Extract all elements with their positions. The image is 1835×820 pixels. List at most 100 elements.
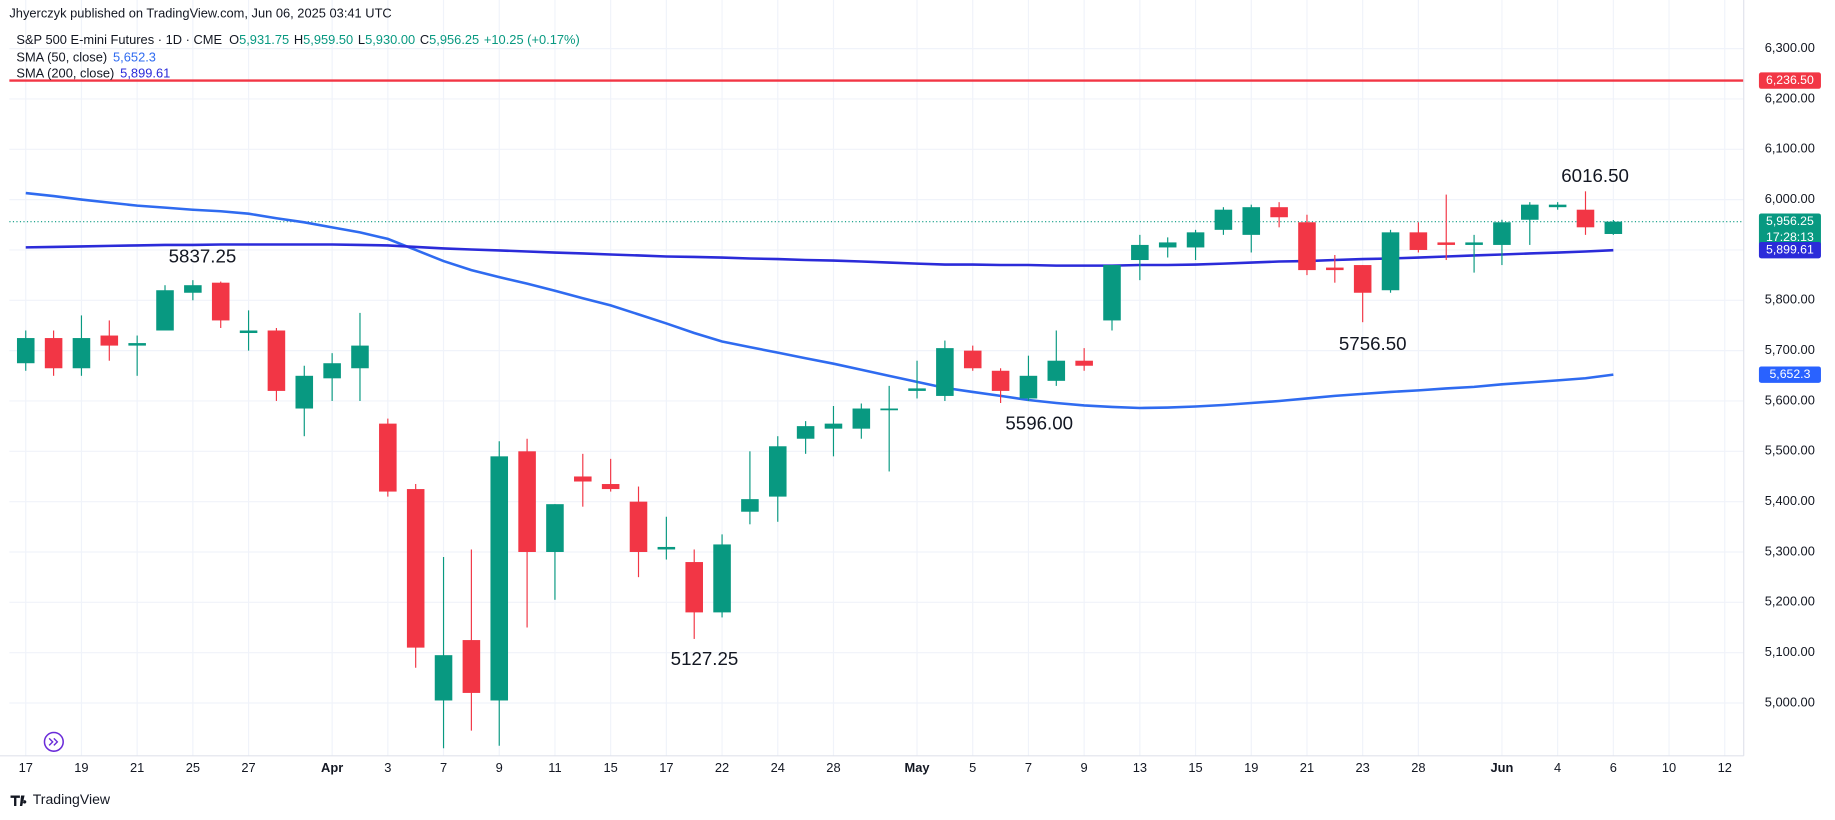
- ohlc-value: 5,959.50: [303, 32, 353, 47]
- candle-body: [1075, 360, 1093, 366]
- ohlc-value: 5,931.75: [239, 32, 289, 47]
- icon-arrows[interactable]: [48, 737, 59, 746]
- brand: TradingView: [10, 791, 111, 807]
- candle-body: [1604, 221, 1623, 234]
- x-tick-label: 28: [826, 760, 840, 775]
- x-tick-label: 25: [186, 760, 200, 775]
- candle-body: [434, 655, 453, 701]
- ohlc-value: 5,930.00: [365, 32, 415, 47]
- candle-body: [1437, 242, 1456, 245]
- y-tick-label: 5,000.00: [1765, 694, 1815, 709]
- price-annotation: 5127.25: [671, 648, 739, 669]
- x-tick-label: 23: [1356, 760, 1370, 775]
- x-tick-label: 21: [1300, 760, 1314, 775]
- candle-body: [1493, 222, 1511, 245]
- indicator-value: 5,652.3: [113, 50, 156, 65]
- y-tick-label: 5,200.00: [1765, 594, 1815, 609]
- candle-body: [44, 338, 63, 369]
- y-tick-label: 6,200.00: [1765, 90, 1815, 105]
- x-tick-label: 17: [659, 760, 673, 775]
- candle-body: [239, 330, 258, 334]
- y-tick-label: 6,000.00: [1765, 191, 1815, 206]
- brand-logo: [10, 795, 27, 807]
- change: +10.25 (+0.17%): [484, 32, 580, 47]
- brand-name: TradingView: [33, 791, 111, 807]
- icon-circle[interactable]: [43, 731, 64, 752]
- candle-body: [1326, 267, 1344, 271]
- replay-icon[interactable]: [43, 731, 64, 752]
- y-tick-label: 5,400.00: [1765, 493, 1815, 508]
- candle-body: [1019, 375, 1038, 399]
- indicator-legend: SMA (50, close) 5,652.3: [16, 50, 156, 65]
- candle-body: [546, 504, 564, 552]
- candle-body: [100, 335, 119, 346]
- x-tick-label: 24: [771, 760, 785, 775]
- candle-body: [991, 370, 1010, 391]
- x-tick-label: 27: [241, 760, 255, 775]
- grid: [9, 0, 1744, 756]
- x-tick-label: 6: [1610, 760, 1617, 775]
- x-tick-label: 3: [384, 760, 391, 775]
- x-tick-label: 19: [1244, 760, 1258, 775]
- x-tick-label: 12: [1718, 760, 1732, 775]
- last-price-label-box: [1758, 213, 1821, 247]
- candle-body: [490, 456, 509, 701]
- x-tick-label: Jun: [1490, 760, 1513, 775]
- candle-body: [406, 489, 425, 648]
- price-annotation: 5596.00: [1005, 413, 1073, 434]
- candle-body: [323, 363, 341, 379]
- candle-body: [1409, 232, 1428, 250]
- candle-body: [741, 499, 759, 512]
- indicator-name: SMA (50, close): [16, 50, 107, 65]
- symbol-legend: S&P 500 E-mini Futures · 1D · CME O5,931.…: [16, 32, 579, 47]
- x-tick-label: 9: [1081, 760, 1088, 775]
- sma-line: [25, 191, 1614, 410]
- price-annotation: 5756.50: [1339, 333, 1407, 354]
- candle-body: [1214, 209, 1233, 230]
- candle-body: [880, 408, 898, 411]
- indicator-name: SMA (200, close): [16, 66, 114, 81]
- ohlc-key: L: [358, 32, 365, 47]
- candle-body: [574, 476, 592, 482]
- x-tick-label: 19: [74, 760, 88, 775]
- indicator-legend: SMA (200, close) 5,899.61: [16, 66, 170, 81]
- candle-body: [657, 546, 676, 550]
- x-tick-label: 13: [1133, 760, 1147, 775]
- candle-body: [1186, 232, 1205, 248]
- candle-body: [936, 348, 954, 396]
- sma-price-label-box: [1758, 366, 1821, 383]
- price-annotation: 6016.50: [1561, 165, 1629, 186]
- candle-body: [72, 338, 91, 369]
- candle-body: [184, 285, 202, 293]
- candle-body: [1353, 265, 1372, 293]
- x-tick-label: 15: [1188, 760, 1202, 775]
- x-tick-label: 5: [969, 760, 976, 775]
- symbol: S&P 500 E-mini Futures · 1D · CME: [16, 32, 222, 47]
- candle-body: [629, 501, 648, 552]
- candle-body: [1242, 207, 1261, 235]
- x-tick-label: 9: [496, 760, 503, 775]
- price-annotation: 5837.25: [169, 246, 237, 267]
- candle-body: [379, 423, 397, 492]
- level-price-label-box: [1758, 72, 1821, 89]
- y-tick-label: 5,500.00: [1765, 443, 1815, 458]
- candle-body: [1131, 244, 1149, 261]
- candle-body: [1103, 265, 1121, 321]
- candle-body: [211, 282, 230, 321]
- published-by: Jhyerczyk published on TradingView.com, …: [9, 5, 391, 20]
- candle-body: [796, 426, 815, 439]
- indicator-value: 5,899.61: [120, 66, 170, 81]
- x-tick-label: 10: [1662, 760, 1676, 775]
- x-tick-label: 22: [715, 760, 729, 775]
- plot: [9, 79, 1744, 749]
- x-tick-label: May: [905, 760, 931, 775]
- candle-body: [852, 408, 871, 429]
- candle-body: [1465, 242, 1483, 245]
- x-tick-label: Apr: [321, 760, 343, 775]
- candle-body: [963, 350, 982, 369]
- last-price-label: 5,956.25: [1766, 214, 1814, 228]
- x-tick-label: 28: [1411, 760, 1425, 775]
- candle-body: [16, 338, 35, 364]
- candle-body: [156, 290, 174, 331]
